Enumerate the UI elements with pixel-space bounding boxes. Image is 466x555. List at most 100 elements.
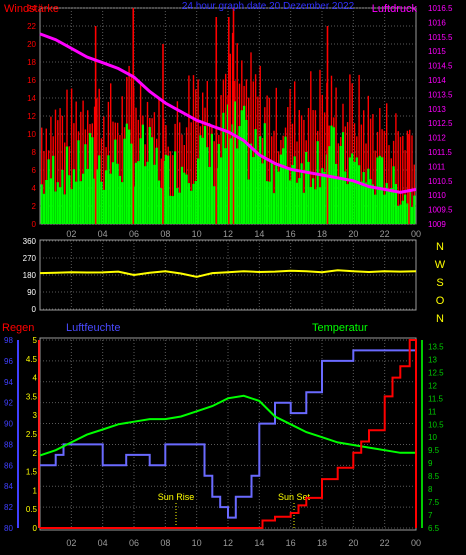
wind-y-tick-label: 16 <box>27 76 36 85</box>
pressure-y-ticks: 1016.5 1016 1015.5 1015 1014.5 1014 1013.5 1013… <box>428 4 453 229</box>
temperature-y-tick-label: 11.5 <box>428 394 444 403</box>
pressure-line <box>39 32 417 194</box>
avg-wind-bar <box>351 153 354 224</box>
avg-wind-bar <box>63 194 66 224</box>
avg-wind-bar <box>328 146 331 224</box>
compass-label: S <box>436 277 443 289</box>
avg-wind-bar <box>130 143 133 224</box>
avg-wind-bar <box>206 147 209 224</box>
direction-y-tick-label: 0 <box>32 305 37 314</box>
avg-wind-bar <box>40 184 43 224</box>
gust-bar <box>363 110 365 224</box>
avg-wind-bar <box>263 123 266 224</box>
wind-x-ticks: 02 04 06 08 10 12 14 16 18 20 22 00 <box>66 229 421 239</box>
rain-y-tick-label: 0.5 <box>26 505 38 514</box>
pressure-y-tick-label: 1016 <box>428 18 446 27</box>
avg-wind-bar <box>275 165 278 224</box>
gust-bar <box>100 138 103 224</box>
avg-wind-bar <box>390 188 393 224</box>
avg-wind-bar <box>268 181 271 224</box>
avg-wind-bar <box>111 162 115 224</box>
gust-bar <box>402 135 404 224</box>
x-tick-label: 14 <box>254 538 264 548</box>
gust-bar <box>213 141 215 224</box>
avg-wind-bar <box>369 179 372 224</box>
avg-wind-bar <box>217 143 220 224</box>
avg-wind-bar <box>360 181 363 224</box>
humidity-y-tick-label: 98 <box>4 336 13 345</box>
gust-bar <box>388 145 390 224</box>
gust-bar <box>96 98 98 224</box>
pressure-y-tick-label: 1014 <box>428 76 446 85</box>
avg-wind-bar <box>305 152 308 224</box>
temperature-y-tick-label: 8 <box>428 485 433 494</box>
wind-direction-line <box>39 269 417 278</box>
humidity-axis-title: Luftfeuchte <box>66 322 120 334</box>
avg-wind-bar <box>141 124 144 224</box>
gust-bar <box>406 130 409 224</box>
gust-bar <box>383 130 386 224</box>
gust-bar <box>236 43 238 225</box>
avg-wind-bar <box>335 163 338 224</box>
rain-humidity-temperature-panel: Sun Rise Sun Set 00.511.522.533.544.55 8… <box>2 322 444 548</box>
avg-wind-bar <box>157 180 161 224</box>
temperature-y-ticks: 6.5 7 7.5 8 8.5 9 9.5 10 10.5 11 11.5 12 12.5 13 13.5 <box>428 342 444 533</box>
gust-bar <box>321 94 323 225</box>
avg-wind-bar <box>302 192 305 224</box>
humidity-y-tick-label: 96 <box>4 357 13 366</box>
gust-bar <box>310 71 312 224</box>
direction-y-tick-label: 90 <box>27 288 36 297</box>
avg-wind-bar <box>121 182 124 224</box>
peak-gust-bar <box>326 26 329 224</box>
avg-wind-bar <box>123 138 126 224</box>
x-tick-label: 04 <box>98 229 108 239</box>
gust-bar <box>413 164 415 224</box>
avg-wind-bar <box>79 181 82 224</box>
pressure-y-tick-label: 1016.5 <box>428 4 453 13</box>
avg-wind-bar <box>164 154 167 224</box>
avg-wind-bar <box>45 180 48 224</box>
avg-wind-bar <box>406 203 409 224</box>
avg-wind-bar <box>222 112 225 224</box>
temperature-y-tick-label: 12.5 <box>428 368 444 377</box>
avg-wind-bar <box>404 194 407 224</box>
gust-bar <box>87 110 89 224</box>
avg-wind-bar <box>148 127 151 224</box>
wind-y-tick-label: 4 <box>32 184 37 193</box>
gust-bar <box>172 155 174 224</box>
peak-gust-bar <box>228 17 230 224</box>
avg-wind-bar <box>144 166 147 224</box>
wind-y-tick-label: 0 <box>32 220 37 229</box>
gust-bar <box>312 110 314 224</box>
avg-wind-bar <box>208 166 211 224</box>
avg-wind-bar <box>300 163 303 224</box>
x-tick-label: 04 <box>98 538 108 548</box>
gust-bar <box>369 118 372 224</box>
humidity-y-tick-label: 92 <box>4 399 13 408</box>
gust-bar <box>110 83 112 224</box>
gust-bar <box>358 74 360 224</box>
avg-wind-bar <box>394 184 397 224</box>
avg-wind-bar <box>91 137 94 224</box>
direction-y-ticks: 0 90 180 270 360 <box>23 237 37 314</box>
avg-wind-bar <box>220 157 223 224</box>
wind-axis-title: Windstärke <box>4 3 59 15</box>
temperature-y-tick-label: 10 <box>428 433 437 442</box>
gust-bar <box>103 116 105 224</box>
avg-wind-bar <box>118 175 121 224</box>
x-tick-label: 02 <box>66 229 76 239</box>
gust-bar <box>192 75 195 224</box>
rain-y-tick-label: 2 <box>33 449 38 458</box>
pressure-y-tick-label: 1011 <box>428 162 446 171</box>
x-tick-label: 18 <box>317 229 327 239</box>
climate-x-ticks: 02 04 06 08 10 12 14 16 18 20 22 00 <box>66 538 421 548</box>
direction-y-tick-label: 360 <box>23 237 37 246</box>
gust-bar <box>252 81 254 224</box>
humidity-line <box>40 349 416 519</box>
temperature-y-tick-label: 13 <box>428 355 437 364</box>
gust-bar <box>70 88 73 224</box>
temperature-y-tick-label: 7 <box>428 511 433 520</box>
